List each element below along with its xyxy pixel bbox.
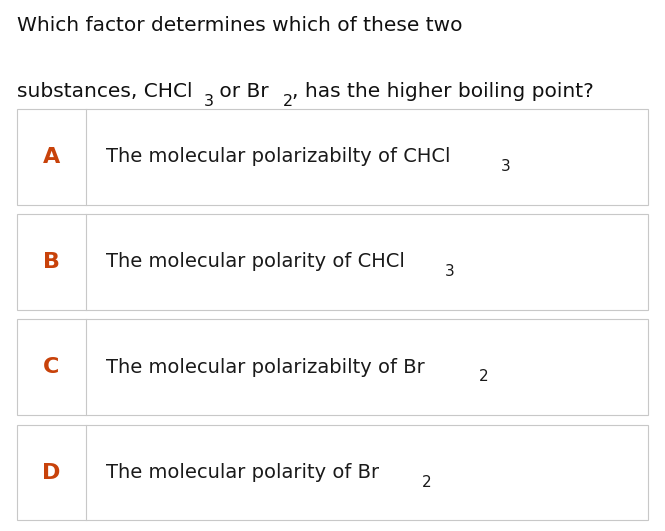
Bar	[17, 214, 648, 310]
Text: The molecular polarity of Br: The molecular polarity of Br	[106, 463, 380, 482]
Text: D: D	[43, 463, 61, 483]
Text: A: A	[43, 147, 60, 167]
Text: 2: 2	[479, 370, 488, 384]
Text: 3: 3	[445, 264, 454, 279]
Bar	[17, 425, 648, 520]
Text: or Br: or Br	[213, 82, 269, 101]
Text: , has the higher boiling point?: , has the higher boiling point?	[292, 82, 594, 101]
Bar	[17, 320, 648, 415]
Bar	[17, 109, 648, 204]
Text: 3: 3	[501, 159, 511, 174]
Text: The molecular polarizabilty of Br: The molecular polarizabilty of Br	[106, 358, 425, 377]
Text: The molecular polarizabilty of CHCl: The molecular polarizabilty of CHCl	[106, 147, 451, 166]
Text: The molecular polarity of CHCl: The molecular polarity of CHCl	[106, 252, 405, 271]
Text: substances, CHCl: substances, CHCl	[17, 82, 192, 101]
Text: 3: 3	[203, 94, 213, 109]
Text: C: C	[43, 357, 60, 377]
Text: 2: 2	[422, 475, 432, 490]
Text: 2: 2	[283, 94, 293, 109]
Text: Which factor determines which of these two: Which factor determines which of these t…	[17, 16, 462, 35]
Text: B: B	[43, 252, 60, 272]
